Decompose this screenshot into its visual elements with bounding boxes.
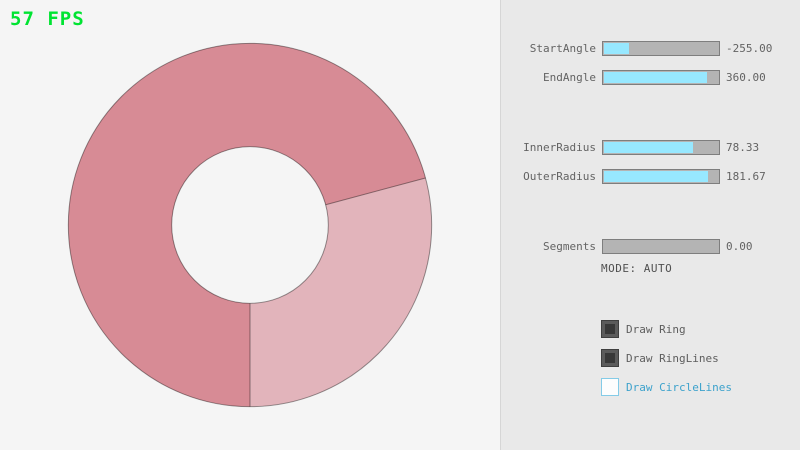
end-angle-slider-fill	[604, 71, 707, 83]
start-angle-slider-fill	[604, 42, 629, 54]
segments-slider[interactable]	[602, 238, 720, 254]
inner-radius-slider-fill	[604, 141, 694, 153]
draw-ring-checkbox-row: Draw Ring	[601, 319, 686, 339]
draw-circlelines-checkbox[interactable]	[601, 378, 619, 396]
draw-circlelines-checkbox-row: Draw CircleLines	[601, 377, 732, 397]
draw-ring-checkbox[interactable]	[601, 320, 619, 338]
ring-outline-outer	[67, 42, 433, 408]
check-mark	[605, 353, 615, 363]
start-angle-slider[interactable]	[602, 40, 720, 56]
check-mark	[605, 324, 615, 334]
ring-fill-overlap	[68, 43, 426, 407]
end-angle-label: EndAngle	[543, 70, 596, 84]
ring-graphic	[67, 42, 433, 408]
start-angle-label: StartAngle	[529, 41, 596, 55]
inner-radius-slider[interactable]	[602, 139, 720, 155]
start-angle-slider-row: StartAngle -255.00	[501, 40, 800, 56]
outer-radius-label: OuterRadius	[523, 169, 596, 183]
controls-panel: StartAngle -255.00 EndAngle 360.00 Inner…	[500, 0, 800, 450]
end-angle-value: 360.00	[726, 70, 766, 84]
draw-circlelines-checkbox-label: Draw CircleLines	[626, 380, 732, 394]
outer-radius-slider[interactable]	[602, 168, 720, 184]
inner-radius-slider-row: InnerRadius 78.33	[501, 139, 800, 155]
segments-value: 0.00	[726, 239, 753, 253]
draw-ringlines-checkbox-label: Draw RingLines	[626, 351, 719, 365]
inner-radius-label: InnerRadius	[523, 140, 596, 154]
mode-text: MODE: AUTO	[601, 262, 673, 275]
inner-radius-value: 78.33	[726, 140, 760, 154]
end-angle-slider[interactable]	[602, 69, 720, 85]
draw-ringlines-checkbox[interactable]	[601, 349, 619, 367]
draw-ring-checkbox-label: Draw Ring	[626, 322, 686, 336]
ring-line-start-angle	[325, 177, 426, 206]
outer-radius-slider-fill	[604, 170, 708, 182]
segments-slider-row: Segments 0.00	[501, 238, 800, 254]
start-angle-value: -255.00	[726, 41, 773, 55]
draw-ringlines-checkbox-row: Draw RingLines	[601, 348, 719, 368]
end-angle-slider-row: EndAngle 360.00	[501, 69, 800, 85]
outer-radius-slider-row: OuterRadius 181.67	[501, 168, 800, 184]
fps-counter: 57 FPS	[10, 8, 85, 30]
segments-label: Segments	[543, 239, 596, 253]
ring-outline-inner	[171, 146, 329, 304]
outer-radius-value: 181.67	[726, 169, 766, 183]
